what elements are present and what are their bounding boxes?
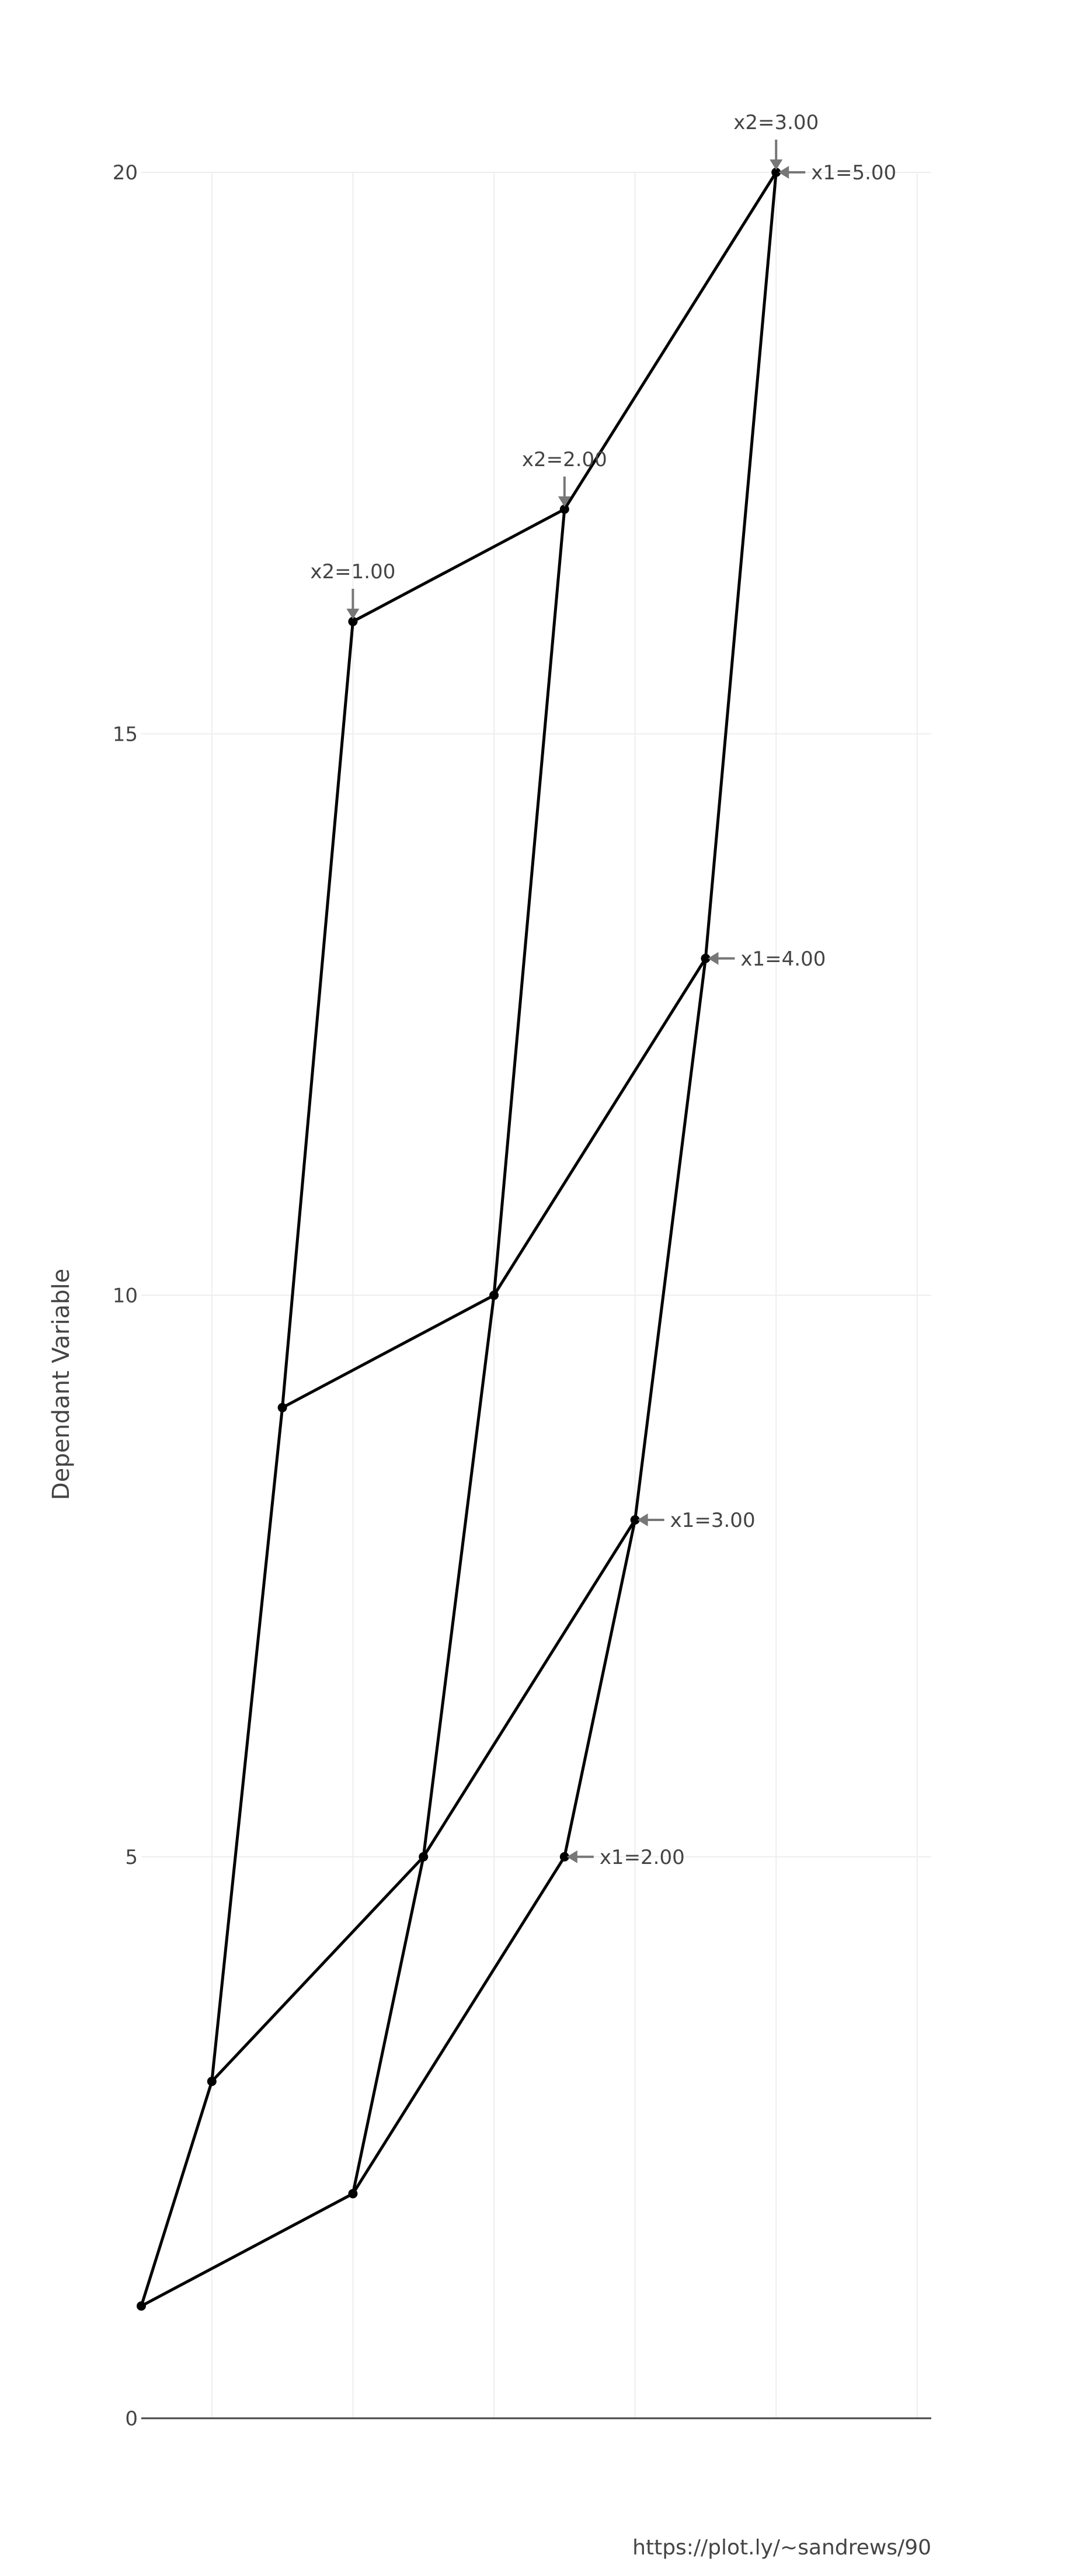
annotation-label: x2=1.00 (310, 560, 395, 584)
annotation-arrowhead (778, 166, 789, 179)
point-layer (137, 168, 781, 2311)
annotation: x1=4.00 (708, 947, 826, 971)
data-point (348, 2189, 358, 2199)
credit-link[interactable]: https://plot.ly/~sandrews/90 (632, 2536, 931, 2560)
annotation-label: x2=3.00 (733, 111, 819, 134)
data-point (348, 617, 358, 626)
annotation-arrowhead (346, 609, 360, 619)
y-tick-label: 5 (125, 1846, 138, 1869)
axis-layer: 0 5 10 15 20 (113, 161, 931, 2431)
y-axis-title: Dependant Variable (48, 1269, 75, 1500)
annotation: x1=3.00 (637, 1509, 756, 1532)
annotation: x2=1.00 (310, 560, 395, 619)
annotation-label: x1=4.00 (740, 947, 826, 971)
data-point (207, 2077, 217, 2087)
annotation-layer: x1=2.00 x1=3.00 x1=4.00 x1=5.00 x2=1.00 x2=2.… (310, 111, 896, 1869)
annotation-arrowhead (558, 496, 571, 507)
data-point (559, 504, 569, 514)
y-tick-label: 15 (113, 723, 138, 746)
series-line (140, 621, 354, 2307)
annotation-arrowhead (708, 952, 719, 965)
series-line (563, 172, 778, 1858)
series-layer (140, 171, 778, 2308)
credit-text: https://plot.ly/~sandrews/90 (632, 2536, 931, 2560)
grid-layer (141, 172, 931, 2418)
y-tick-label: 0 (125, 2407, 138, 2431)
annotation: x2=3.00 (733, 111, 819, 170)
annotation-arrowhead (770, 159, 783, 170)
data-point (559, 1852, 569, 1862)
data-point (630, 1515, 640, 1525)
annotation-arrowhead (637, 1513, 648, 1526)
annotation-arrowhead (566, 1850, 577, 1863)
y-tick-label: 20 (113, 161, 138, 185)
data-point (277, 1402, 287, 1412)
data-point (701, 953, 711, 963)
annotation-label: x1=3.00 (670, 1509, 756, 1532)
data-point (771, 168, 781, 177)
annotation: x2=2.00 (522, 448, 607, 507)
data-point (137, 2301, 146, 2311)
annotation: x1=5.00 (778, 161, 896, 185)
series-line (210, 1519, 636, 2083)
series-line (351, 509, 566, 2195)
data-point (489, 1290, 499, 1300)
y-tick-label: 10 (113, 1284, 138, 1308)
annotation: x1=2.00 (566, 1846, 685, 1869)
series-line (352, 171, 778, 623)
data-point (419, 1852, 429, 1862)
annotation-label: x2=2.00 (522, 448, 607, 471)
annotation-label: x1=5.00 (811, 161, 896, 185)
annotation-label: x1=2.00 (600, 1846, 685, 1869)
